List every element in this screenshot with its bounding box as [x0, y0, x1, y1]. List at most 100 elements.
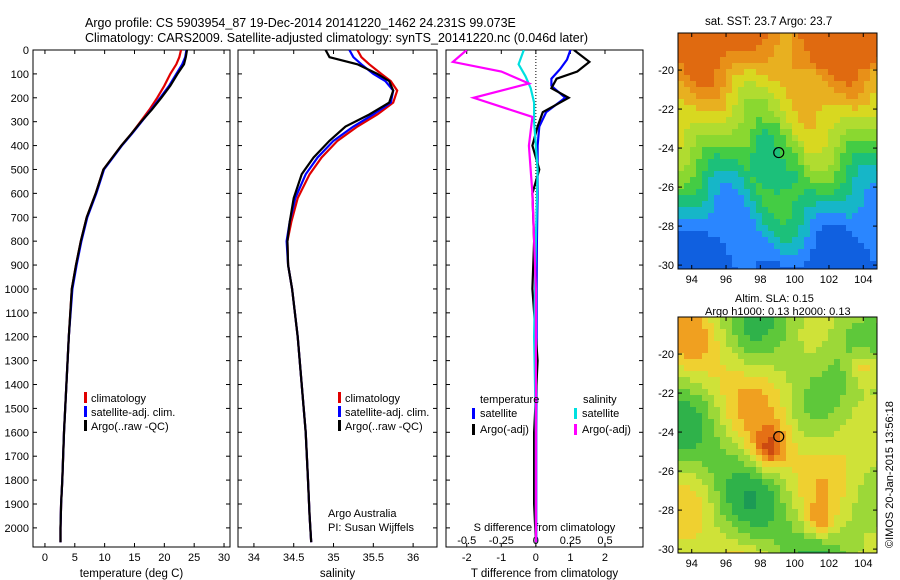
x-tick-label: 30	[218, 552, 230, 564]
y-tick-label: 300	[11, 117, 29, 129]
legend-label: Argo(..raw -QC)	[91, 421, 169, 433]
plot-frame	[237, 49, 438, 548]
map-x-tick-label: 104	[854, 558, 872, 570]
y-tick-label: 600	[11, 188, 29, 200]
legend-label: climatology	[345, 393, 401, 405]
map-x-tick-label: 100	[785, 274, 803, 286]
x2-tick-label: -0.5	[457, 535, 476, 547]
sst-map-frame	[677, 32, 878, 270]
y-tick-label: 1800	[5, 475, 29, 487]
x-tick-label: -2	[462, 552, 472, 564]
sst-map-image	[678, 33, 877, 269]
credit-line2: PI: Susan Wijffels	[328, 522, 414, 534]
charts-layer: 0 100 200 300 400 500 600 700 800 900 1000 1100 1200…	[5, 45, 644, 580]
legend-label: Argo(-adj)	[582, 424, 631, 436]
x-tick-label: 25	[188, 552, 200, 564]
y-tick-label: 1200	[5, 332, 29, 344]
x-tick-label: 36	[407, 552, 419, 564]
plot-frame	[445, 49, 644, 548]
y-tick-label: 2000	[5, 523, 29, 535]
map-y-tick-label: -24	[658, 143, 674, 155]
map-y-tick-label: -30	[658, 544, 674, 556]
map-x-tick-label: 96	[720, 558, 732, 570]
series-satellite	[285, 50, 395, 543]
y-tick-label: 500	[11, 164, 29, 176]
y-tick-label: 1600	[5, 427, 29, 439]
legend-label: climatology	[91, 393, 147, 405]
x-tick-label: 5	[72, 552, 78, 564]
y-tick-label: 1300	[5, 356, 29, 368]
y-tick-label: 1500	[5, 403, 29, 415]
map-x-tick-label: 96	[720, 274, 732, 286]
x-tick-label: -1	[496, 552, 506, 564]
y-tick-label: 200	[11, 93, 29, 105]
legend-swatch	[84, 392, 87, 403]
legend-swatch	[338, 392, 341, 403]
plot-frame	[32, 49, 231, 548]
legend-label: satellite-adj. clim.	[345, 407, 429, 419]
map-x-tick-label: 104	[854, 274, 872, 286]
sst-map-title: sat. SST: 23.7 Argo: 23.7	[705, 16, 833, 28]
sla-map-title2: Argo h1000: 0.13 h2000: 0.13	[705, 306, 851, 318]
salinity-panel: 34 34.5 35 35.5 36 salinity climatology satelli…	[237, 49, 438, 580]
series-satellite	[59, 50, 188, 543]
map-x-tick-label: 102	[820, 558, 838, 570]
map-y-tick-label: -26	[658, 466, 674, 478]
legend-swatch	[84, 406, 87, 417]
x-tick-label: 0	[42, 552, 48, 564]
y-tick-label: 1000	[5, 284, 29, 296]
legend-swatch	[574, 408, 577, 419]
temperature-panel: 0 100 200 300 400 500 600 700 800 900 1000 1100 1200…	[5, 45, 231, 580]
figure-title-line1: Argo profile: CS 5903954_87 19-Dec-2014 …	[85, 16, 516, 30]
map-y-tick-label: -22	[658, 388, 674, 400]
x-axis-label: salinity	[320, 568, 355, 580]
legend-label: satellite-adj. clim.	[91, 407, 175, 419]
map-x-tick-label: 98	[754, 558, 766, 570]
map-y-tick-label: -30	[658, 260, 674, 272]
y-tick-label: 700	[11, 212, 29, 224]
map-y-tick-label: -24	[658, 427, 674, 439]
x2-tick-label: 0.5	[597, 535, 612, 547]
sla-map-image	[678, 317, 877, 553]
x-tick-label: 35.5	[363, 552, 384, 564]
imos-timestamp: ©IMOS 20-Jan-2015 13:56:18	[884, 401, 896, 548]
credit-line1: Argo Australia	[328, 508, 397, 520]
y-tick-label: 800	[11, 236, 29, 248]
map-y-tick-label: -20	[658, 65, 674, 77]
legend-swatch	[472, 408, 475, 419]
map-y-tick-label: -22	[658, 104, 674, 116]
legend-title-temperature: temperature	[480, 394, 539, 406]
legend-swatch	[84, 420, 87, 431]
x-tick-label: 34	[248, 552, 260, 564]
legend-label: Argo(..raw -QC)	[345, 421, 423, 433]
y-tick-label: 900	[11, 260, 29, 272]
legend-swatch	[574, 424, 577, 435]
y-tick-label: 400	[11, 141, 29, 153]
x-tick-label: 15	[128, 552, 140, 564]
x2-tick-label: -0.25	[489, 535, 514, 547]
x-tick-label: 2	[602, 552, 608, 564]
x-axis-label: temperature (deg C)	[80, 568, 184, 580]
map-y-tick-label: -20	[658, 349, 674, 361]
y-tick-label: 1700	[5, 451, 29, 463]
series-s-satellite	[517, 50, 539, 543]
series-argo	[286, 50, 395, 543]
map-y-tick-label: -26	[658, 182, 674, 194]
x-tick-label: 34.5	[283, 552, 304, 564]
map-x-tick-label: 94	[686, 274, 698, 286]
x-tick-label: 35	[327, 552, 339, 564]
legend-label: satellite	[480, 408, 517, 420]
legend-swatch	[338, 420, 341, 431]
x2-axis-label: S difference from climatology	[474, 522, 616, 534]
series-climatology	[59, 50, 183, 543]
map-x-tick-label: 98	[754, 274, 766, 286]
y-tick-label: 1400	[5, 380, 29, 392]
map-x-tick-label: 100	[785, 558, 803, 570]
sla-map-frame	[677, 316, 878, 554]
y-tick-label: 100	[11, 69, 29, 81]
legend-label: Argo(-adj)	[480, 424, 529, 436]
map-x-tick-label: 102	[820, 274, 838, 286]
y-tick-label: 1100	[5, 308, 29, 320]
series-climatology	[286, 50, 399, 543]
